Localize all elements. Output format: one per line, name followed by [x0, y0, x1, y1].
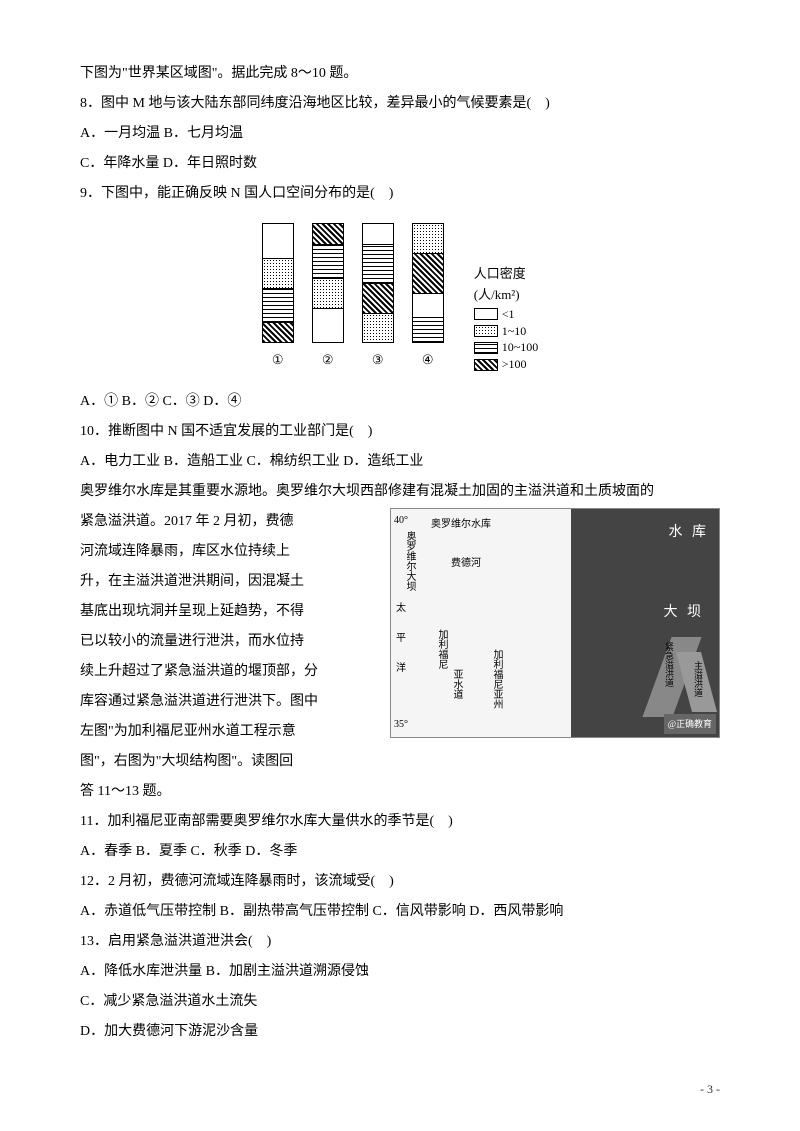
q8-options-ab: A．一月均温 B．七月均温 [80, 120, 720, 148]
ocean2-label: 平 [396, 629, 406, 649]
legend-row: <1 [474, 306, 539, 323]
q11-options: A．春季 B．夏季 C．秋季 D．冬季 [80, 838, 720, 866]
document-body: 下图为"世界某区域图"。据此完成 8～10 题。 8．图中 M 地与该大陆东部同… [80, 60, 720, 1046]
bar-segment [313, 278, 343, 308]
bar-segment [263, 288, 293, 322]
channel2-label: 亚水道 [446, 669, 466, 699]
q13-options-ab: A．降低水库泄洪量 B．加剧主溢洪道溯源侵蚀 [80, 958, 720, 986]
q13-options-c: C．减少紧急溢洪道水土流失 [80, 988, 720, 1016]
bar-segment [363, 313, 393, 343]
river-label: 费德河 [451, 554, 481, 574]
bar-segment [413, 224, 443, 253]
bar-label: ① [272, 347, 284, 373]
bar-label: ④ [422, 347, 434, 373]
map-section: 紧急溢洪道。2017 年 2 月初，费德河流域连降暴雨，库区水位持续上升，在主溢… [80, 508, 720, 808]
bar-segment [413, 293, 443, 318]
q13-options-d: D．加大费德河下游泥沙含量 [80, 1018, 720, 1046]
bar-segment [413, 317, 443, 342]
bar-segment [413, 253, 443, 292]
state-label: 加利福尼亚州 [486, 649, 506, 709]
legend-row: >100 [474, 356, 539, 373]
bar [312, 223, 344, 343]
dam-name-label: 奥罗维尔大坝 [399, 531, 419, 591]
passage-line: 图"，右图为"大坝结构图"。读图回 [80, 748, 380, 776]
bar-column: ① [262, 223, 294, 373]
legend-label: >100 [502, 356, 527, 373]
legend-row: 1~10 [474, 323, 539, 340]
bar-segment [263, 322, 293, 342]
bar-segment [363, 283, 393, 313]
q13-stem: 13．启用紧急溢洪道泄洪会( ) [80, 928, 720, 956]
passage-line: 续上升超过了紧急溢洪道的堰顶部，分 [80, 658, 380, 686]
passage-line: 基底出现坑洞并呈现上延趋势，不得 [80, 598, 380, 626]
dam-diagram-label: 大 坝 [664, 599, 705, 627]
passage-line: 左图"为加利福尼亚州水道工程示意 [80, 718, 380, 746]
legend-swatch [474, 308, 498, 320]
bar-label: ③ [372, 347, 384, 373]
bar-label: ② [322, 347, 334, 373]
passage-line: 紧急溢洪道。2017 年 2 月初，费德 [80, 508, 380, 536]
q8-stem: 8．图中 M 地与该大陆东部同纬度沿海地区比较，差异最小的气候要素是( ) [80, 90, 720, 118]
bar-column: ② [312, 223, 344, 373]
legend-swatch [474, 342, 498, 354]
spillway2-label: 主溢洪道 [689, 661, 707, 697]
map-diagram: 40° 奥罗维尔水库 奥罗维尔大坝 费德河 太 平 洋 加利福尼 亚水道 加利福… [390, 508, 720, 738]
bar-column: ③ [362, 223, 394, 373]
legend-label: 1~10 [502, 323, 527, 340]
passage-line: 升，在主溢洪道泄洪期间，因混凝土 [80, 568, 380, 596]
passage-line: 已以较小的流量进行泄洪，而水位持 [80, 628, 380, 656]
intro-8-10: 下图为"世界某区域图"。据此完成 8～10 题。 [80, 60, 720, 88]
q10-stem: 10．推断图中 N 国不适宜发展的工业部门是( ) [80, 418, 720, 446]
q10-options: A．电力工业 B．造船工业 C．棉纺织工业 D．造纸工业 [80, 448, 720, 476]
bar-segment [313, 224, 343, 244]
bar-segment [263, 224, 293, 258]
page-number: - 3 - [700, 1077, 720, 1101]
q11-stem: 11．加利福尼亚南部需要奥罗维尔水库大量供水的季节是( ) [80, 808, 720, 836]
bar-segment [313, 244, 343, 278]
spillway1-label: 紧急溢洪道 [660, 642, 678, 687]
passage-line: 答 11～13 题。 [80, 778, 380, 806]
legend-swatch [474, 359, 498, 371]
q9-options: A．① B．② C．③ D．④ [80, 388, 720, 416]
bar-segment [363, 244, 393, 283]
channel1-label: 加利福尼 [431, 629, 451, 669]
legend-unit: (人/km²) [474, 286, 539, 304]
bar [262, 223, 294, 343]
watermark: @正确教育 [664, 714, 716, 734]
bar-column: ④ [412, 223, 444, 373]
q8-options-cd: C．年降水量 D．年日照时数 [80, 150, 720, 178]
reservoir-label: 奥罗维尔水库 [431, 515, 491, 535]
population-density-chart: ① ② ③ ④ 人口密度 (人/km²) <11~1010~100>100 [80, 223, 720, 373]
q12-stem: 12．2 月初，费德河流域连降暴雨时，该流域受( ) [80, 868, 720, 896]
q12-options: A．赤道低气压带控制 B．副热带高气压带控制 C．信风带影响 D．西风带影响 [80, 898, 720, 926]
legend-title: 人口密度 [474, 265, 539, 283]
legend-label: <1 [502, 306, 515, 323]
bar [362, 223, 394, 343]
lat35-label: 35° [394, 715, 408, 735]
bar-segment [263, 258, 293, 288]
intro-11-13: 奥罗维尔水库是其重要水源地。奥罗维尔大坝西部修建有混凝土加固的主溢洪道和土质坡面… [80, 478, 720, 506]
legend-label: 10~100 [502, 339, 539, 356]
bar [412, 223, 444, 343]
passage-line: 河流域连降暴雨，库区水位持续上 [80, 538, 380, 566]
passage-text: 紧急溢洪道。2017 年 2 月初，费德河流域连降暴雨，库区水位持续上升，在主溢… [80, 508, 380, 808]
reservoir-diagram-label: 水 库 [669, 519, 710, 547]
bar-segment [313, 308, 343, 342]
chart-legend: 人口密度 (人/km²) <11~1010~100>100 [474, 265, 539, 373]
legend-swatch [474, 325, 498, 337]
q9-stem: 9．下图中，能正确反映 N 国人口空间分布的是( ) [80, 180, 720, 208]
passage-line: 库容通过紧急溢洪道进行泄洪下。图中 [80, 688, 380, 716]
ocean1-label: 太 [396, 599, 406, 619]
ocean3-label: 洋 [396, 659, 406, 679]
lat40-label: 40° [394, 511, 408, 531]
legend-row: 10~100 [474, 339, 539, 356]
bar-segment [363, 224, 393, 244]
